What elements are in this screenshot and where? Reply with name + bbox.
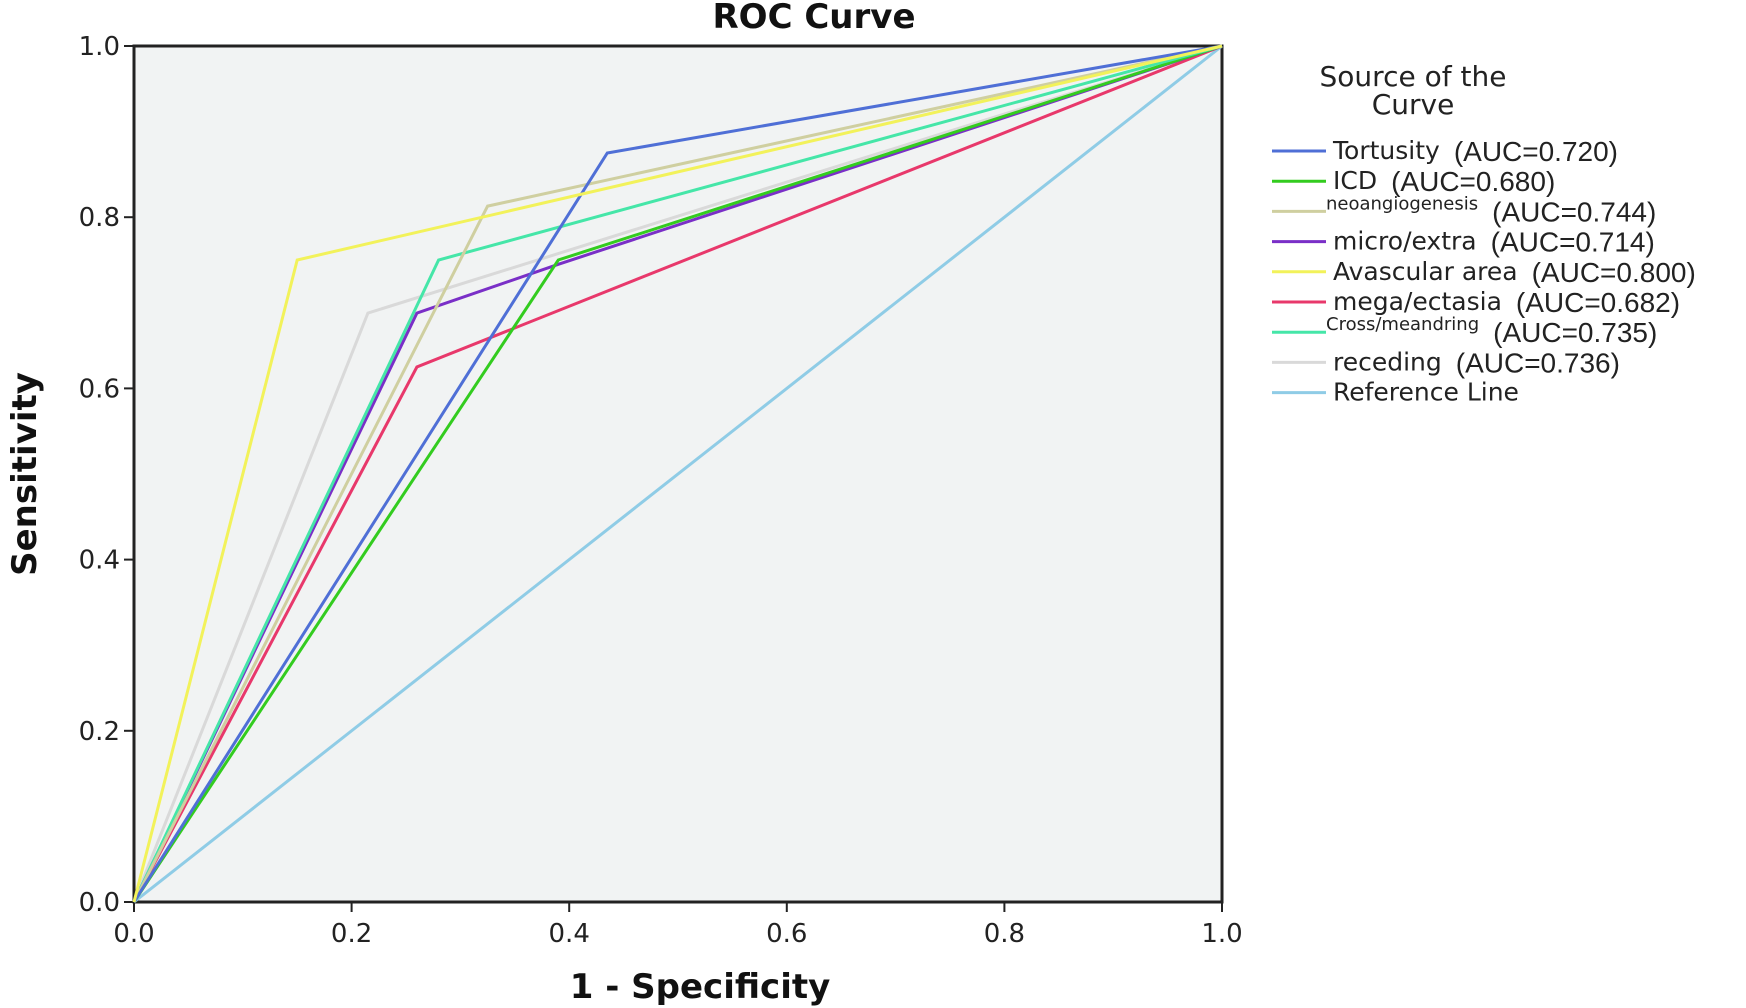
x-axis-title: 1 - Specificity bbox=[570, 967, 831, 1007]
series-line-mega-ectasia bbox=[132, 44, 1223, 903]
legend-label-icd: ICD bbox=[1333, 166, 1377, 195]
legend-auc-cross-meandring: (AUC=0.735) bbox=[1493, 317, 1657, 348]
x-tick-label: 0.6 bbox=[766, 919, 807, 949]
legend: Source of the Curve Tortusity (AUC=0.720)… bbox=[1272, 60, 1696, 407]
series-line-cross-meandring bbox=[132, 44, 1223, 903]
legend-auc-micro-extra: (AUC=0.714) bbox=[1491, 227, 1655, 258]
legend-auc-avascular-area: (AUC=0.800) bbox=[1532, 257, 1696, 288]
x-tick-label: 0.2 bbox=[331, 919, 372, 949]
legend-auc-mega-ectasia: (AUC=0.682) bbox=[1516, 287, 1680, 318]
legend-title-line-2: Curve bbox=[1372, 88, 1455, 121]
series-line-reference-line bbox=[133, 44, 1223, 904]
legend-label-avascular-area: Avascular area bbox=[1333, 257, 1518, 286]
x-tick-label: 0.8 bbox=[984, 919, 1025, 949]
legend-items: Tortusity (AUC=0.720) ICD (AUC=0.680)neoang… bbox=[1272, 136, 1696, 407]
legend-label-tortusity: Tortusity bbox=[1332, 136, 1440, 165]
series-line-micro-extra bbox=[132, 44, 1223, 903]
y-tick-label: 0.6 bbox=[79, 374, 120, 404]
legend-label-mega-ectasia: mega/ectasia bbox=[1333, 287, 1502, 316]
series-line-neoangiogenesis bbox=[132, 44, 1223, 903]
legend-label-micro-extra: micro/extra bbox=[1333, 227, 1477, 256]
chart-title: ROC Curve bbox=[712, 0, 915, 37]
y-tick-label: 0.8 bbox=[79, 203, 120, 233]
series-line-avascular-area bbox=[132, 44, 1223, 903]
legend-title-line-1: Source of the bbox=[1320, 60, 1507, 93]
series-line-icd bbox=[132, 44, 1223, 903]
legend-auc-tortusity: (AUC=0.720) bbox=[1454, 136, 1618, 167]
legend-label-receding: receding bbox=[1333, 347, 1442, 376]
x-tick-label: 0.4 bbox=[549, 919, 590, 949]
y-tick-label: 0.4 bbox=[79, 546, 120, 576]
series-line-tortusity bbox=[132, 44, 1223, 903]
y-tick-label: 1.0 bbox=[79, 32, 120, 62]
series-lines bbox=[132, 44, 1223, 904]
series-line-receding bbox=[132, 44, 1223, 903]
legend-label-neoangiogenesis: neoangiogenesis bbox=[1326, 193, 1478, 214]
legend-auc-icd: (AUC=0.680) bbox=[1391, 166, 1555, 197]
x-tick-label: 0.0 bbox=[113, 919, 154, 949]
y-axis-title: Sensitivity bbox=[5, 372, 45, 576]
axis-ticks: 0.0 0.2 0.4 0.6 0.8 1.0 0.0 0.2 0.4 0.6 0.8 1.0 bbox=[79, 32, 1243, 949]
legend-label-reference-line: Reference Line bbox=[1333, 378, 1519, 407]
y-tick-label: 0.0 bbox=[79, 888, 120, 918]
legend-auc-receding: (AUC=0.736) bbox=[1456, 347, 1620, 378]
legend-auc-neoangiogenesis: (AUC=0.744) bbox=[1492, 196, 1656, 227]
x-tick-label: 1.0 bbox=[1201, 919, 1242, 949]
legend-label-cross-meandring: Cross/meandring bbox=[1326, 314, 1479, 335]
y-tick-label: 0.2 bbox=[79, 717, 120, 747]
